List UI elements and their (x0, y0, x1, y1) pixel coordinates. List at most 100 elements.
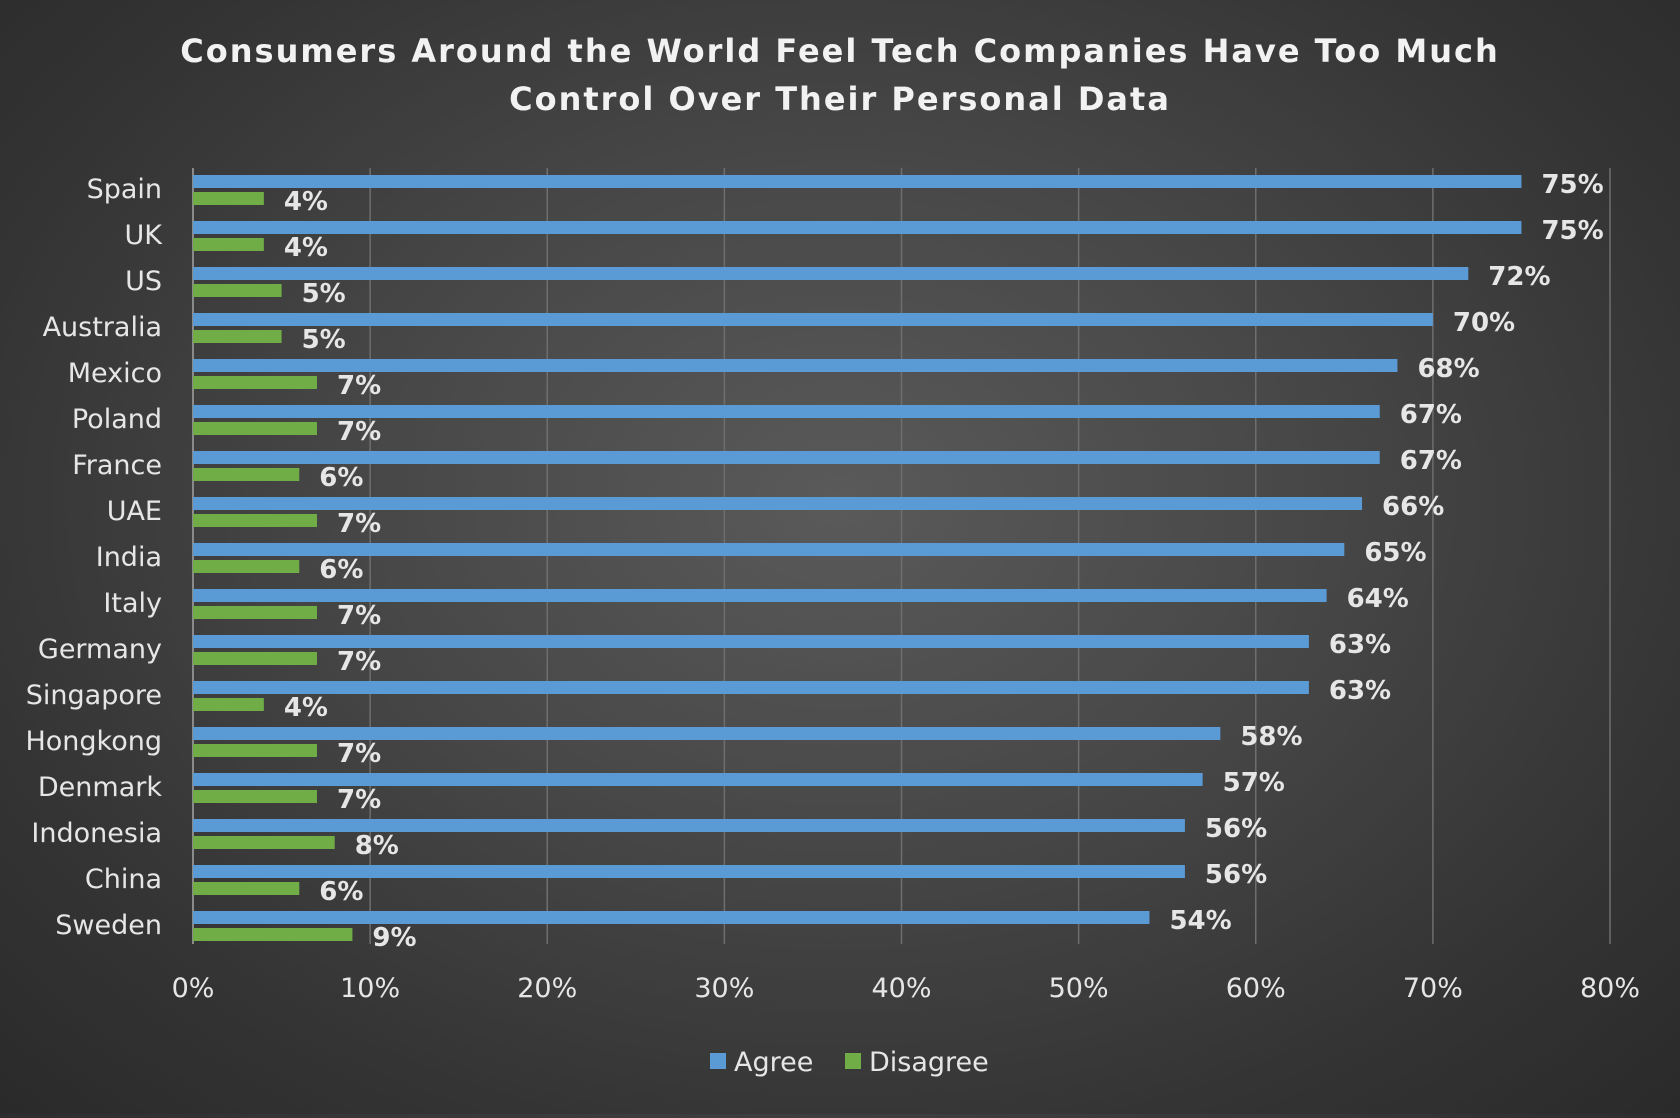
bar-disagree (193, 882, 300, 895)
bar-agree (193, 405, 1380, 418)
data-labels: 75% 4% 75% 4% 72% 5% 70% 5% 68% 7% 67% 7% 67% 6% 66% 7%… (284, 170, 1604, 953)
legend: Agree Disagree (710, 1047, 989, 1078)
data-label-agree: 63% (1329, 630, 1391, 660)
data-label-disagree: 7% (337, 739, 381, 769)
bar-disagree (193, 836, 335, 849)
data-label-agree: 70% (1453, 308, 1515, 338)
bar-agree (193, 175, 1522, 188)
bar-disagree (193, 514, 317, 527)
bar-agree (193, 313, 1433, 326)
bar-agree (193, 727, 1221, 740)
category-label: Sweden (55, 910, 162, 941)
data-label-disagree: 4% (284, 693, 328, 723)
x-tick-label: 30% (694, 973, 754, 1004)
x-tick-label: 50% (1049, 973, 1109, 1004)
category-label: Poland (72, 404, 162, 435)
bar-disagree (193, 652, 317, 665)
bar-agree (193, 589, 1327, 602)
bar-disagree (193, 606, 317, 619)
bars (193, 175, 1522, 941)
data-label-disagree: 9% (372, 923, 416, 953)
bar-agree (193, 451, 1380, 464)
chart-title-line-1: Consumers Around the World Feel Tech Com… (180, 32, 1499, 70)
bar-disagree (193, 698, 264, 711)
bar-disagree (193, 560, 300, 573)
legend-swatch-agree (710, 1053, 726, 1069)
bar-agree (193, 635, 1309, 648)
data-label-disagree: 7% (337, 785, 381, 815)
chart-title: Consumers Around the World Feel Tech Com… (180, 32, 1499, 118)
data-label-disagree: 5% (302, 325, 346, 355)
data-label-agree: 58% (1240, 722, 1302, 752)
legend-label-agree: Agree (734, 1047, 813, 1078)
category-label: UK (125, 220, 164, 251)
category-label: Mexico (68, 358, 162, 389)
bar-disagree (193, 284, 282, 297)
bar-agree (193, 359, 1398, 372)
category-axis: Spain UK US Australia Mexico Poland France UAE I… (25, 174, 163, 941)
category-label: UAE (107, 496, 162, 527)
bar-agree (193, 221, 1522, 234)
data-label-agree: 64% (1347, 584, 1409, 614)
data-label-agree: 67% (1400, 400, 1462, 430)
bar-agree (193, 865, 1185, 878)
data-label-agree: 72% (1488, 262, 1550, 292)
category-label: Australia (43, 312, 162, 343)
bar-agree (193, 911, 1150, 924)
bar-disagree (193, 468, 300, 481)
data-label-agree: 56% (1205, 860, 1267, 890)
x-tick-label: 60% (1226, 973, 1286, 1004)
data-label-agree: 75% (1541, 216, 1603, 246)
category-label: India (96, 542, 162, 573)
x-tick-label: 0% (172, 973, 215, 1004)
bar-agree (193, 681, 1309, 694)
category-label: Hongkong (25, 726, 162, 757)
data-label-disagree: 7% (337, 371, 381, 401)
x-tick-label: 10% (340, 973, 400, 1004)
legend-swatch-disagree (845, 1053, 861, 1069)
data-label-agree: 66% (1382, 492, 1444, 522)
data-label-agree: 65% (1364, 538, 1426, 568)
data-label-agree: 68% (1417, 354, 1479, 384)
chart-title-line-2: Control Over Their Personal Data (509, 80, 1171, 118)
legend-label-disagree: Disagree (869, 1047, 989, 1078)
data-label-disagree: 7% (337, 509, 381, 539)
data-label-disagree: 6% (319, 463, 363, 493)
bar-disagree (193, 744, 317, 757)
category-label: Indonesia (31, 818, 162, 849)
data-label-agree: 54% (1169, 906, 1231, 936)
bar-disagree (193, 330, 282, 343)
bar-agree (193, 497, 1363, 510)
data-label-disagree: 6% (319, 877, 363, 907)
bar-agree (193, 773, 1203, 786)
data-label-disagree: 4% (284, 233, 328, 263)
x-tick-label: 20% (517, 973, 577, 1004)
data-label-disagree: 4% (284, 187, 328, 217)
bar-agree (193, 543, 1345, 556)
bar-disagree (193, 790, 317, 803)
data-label-agree: 57% (1223, 768, 1285, 798)
x-tick-label: 80% (1580, 973, 1640, 1004)
data-label-disagree: 5% (302, 279, 346, 309)
data-label-disagree: 7% (337, 417, 381, 447)
category-label: China (85, 864, 162, 895)
category-label: Italy (103, 588, 162, 619)
category-label: Denmark (38, 772, 162, 803)
data-label-agree: 75% (1541, 170, 1603, 200)
bar-disagree (193, 238, 264, 251)
category-label: Germany (38, 634, 162, 665)
bar-disagree (193, 376, 317, 389)
data-label-disagree: 7% (337, 647, 381, 677)
category-label: Spain (87, 174, 162, 205)
data-label-disagree: 6% (319, 555, 363, 585)
category-label: Singapore (26, 680, 162, 711)
category-label: US (125, 266, 162, 297)
bar-disagree (193, 928, 353, 941)
value-axis: 0% 10% 20% 30% 40% 50% 60% 70% 80% (172, 973, 1640, 1004)
bar-disagree (193, 422, 317, 435)
data-label-agree: 67% (1400, 446, 1462, 476)
bar-agree (193, 819, 1185, 832)
bar-agree (193, 267, 1469, 280)
